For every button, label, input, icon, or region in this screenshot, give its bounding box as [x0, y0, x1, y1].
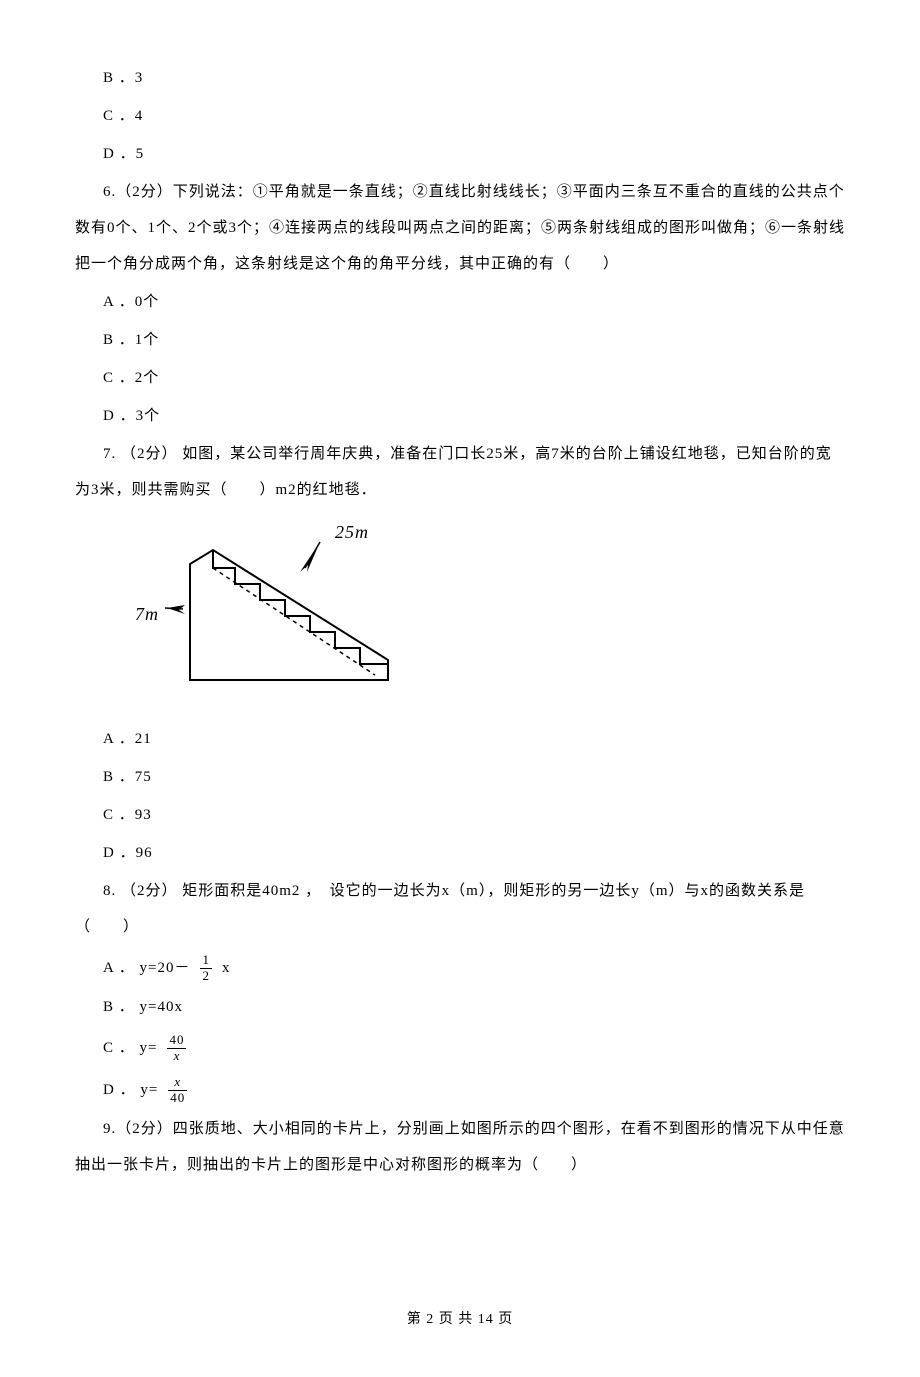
- option-8c-prefix: C ． y=: [103, 1027, 157, 1069]
- option-8a-prefix: A ． y=20－: [103, 947, 190, 989]
- fraction-8c-num: 40: [167, 1033, 186, 1048]
- option-7c: C ．93: [75, 797, 845, 833]
- fraction-8a-den: 2: [200, 969, 212, 983]
- label-25m: 25m: [335, 522, 369, 542]
- fraction-8a-num: 1: [200, 953, 212, 968]
- option-7d: D ．96: [75, 835, 845, 871]
- question-7: 7. （2分） 如图，某公司举行周年庆典，准备在门口长25米，高7米的台阶上铺设…: [75, 436, 845, 508]
- option-8d: D ． y= x 40: [75, 1069, 845, 1111]
- staircase-figure: 25m 7m: [135, 520, 845, 709]
- option-5c: C ．4: [75, 98, 845, 134]
- option-8b: B ． y=40x: [75, 989, 845, 1025]
- option-8a: A ． y=20－ 1 2 x: [75, 947, 845, 989]
- fraction-8d-den: 40: [168, 1091, 187, 1105]
- question-6: 6.（2分）下列说法：①平角就是一条直线；②直线比射线线长；③平面内三条互不重合…: [75, 174, 845, 282]
- fraction-8a: 1 2: [200, 953, 212, 983]
- option-6d: D ．3个: [75, 398, 845, 434]
- option-5d: D ．5: [75, 136, 845, 172]
- question-9: 9.（2分）四张质地、大小相同的卡片上，分别画上如图所示的四个图形，在看不到图形…: [75, 1111, 845, 1183]
- option-8c: C ． y= 40 x: [75, 1027, 845, 1069]
- fraction-8c: 40 x: [167, 1033, 186, 1063]
- option-6a: A ．0个: [75, 284, 845, 320]
- option-8d-prefix: D ． y=: [103, 1069, 158, 1111]
- option-7a: A ．21: [75, 721, 845, 757]
- option-6b: B ．1个: [75, 322, 845, 358]
- option-5b: B ．3: [75, 60, 845, 96]
- option-7b: B ．75: [75, 759, 845, 795]
- fraction-8d-num: x: [168, 1075, 187, 1090]
- question-8: 8. （2分） 矩形面积是40m2 ， 设它的一边长为x（m），则矩形的另一边长…: [75, 873, 845, 945]
- label-7m: 7m: [135, 604, 159, 624]
- page-footer: 第 2 页 共 14 页: [75, 1303, 845, 1337]
- fraction-8d: x 40: [168, 1075, 187, 1105]
- option-8a-suffix: x: [222, 947, 231, 989]
- option-6c: C ．2个: [75, 360, 845, 396]
- fraction-8c-den: x: [167, 1049, 186, 1063]
